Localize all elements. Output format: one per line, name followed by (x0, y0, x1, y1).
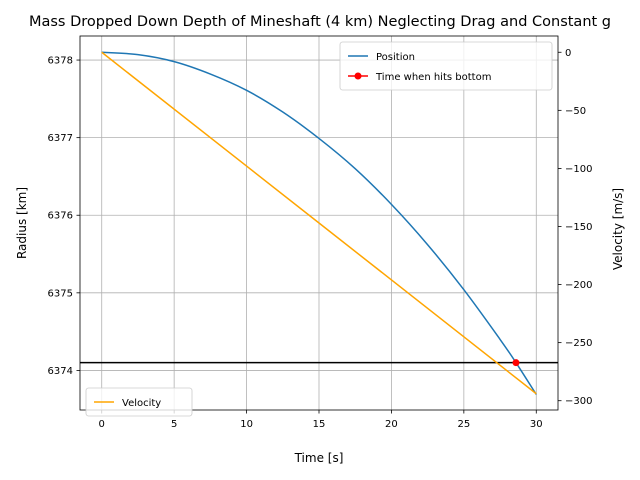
x-tick-label: 10 (240, 419, 253, 430)
position-line (101, 51, 537, 395)
legend-label: Time when hits bottom (375, 72, 491, 83)
legend-velocity: Velocity (85, 387, 193, 417)
legend-position: Position Time when hits bottom (339, 41, 553, 91)
y2-tick-label: −300 (565, 396, 592, 407)
time-when-hits-bottom-point (512, 359, 520, 367)
legend-label: Position (376, 52, 415, 63)
series-layer (101, 51, 537, 395)
legend-box (85, 387, 193, 417)
y-axis-label: Radius [km] (15, 187, 29, 259)
y-tick-label: 6374 (48, 366, 73, 377)
y2-axis-label: Velocity [m/s] (611, 188, 625, 270)
x-tick-label: 20 (385, 419, 398, 430)
x-tick-label: 15 (313, 419, 326, 430)
y-tick-label: 6375 (48, 288, 73, 299)
legend-label: Velocity (122, 398, 161, 409)
y2-tick-label: −200 (565, 280, 592, 291)
x-tick-label: 5 (171, 419, 177, 430)
y-tick-label: 6377 (48, 133, 73, 144)
y-tick-label: 6376 (48, 211, 73, 222)
legend-box (339, 41, 553, 91)
marker-layer (512, 359, 520, 367)
x-tick-label: 25 (457, 419, 470, 430)
x-axis-label: Time [s] (294, 451, 344, 465)
y2-tick-label: −50 (565, 106, 586, 117)
legend-marker (354, 72, 362, 80)
y2-tick-label: 0 (565, 48, 571, 59)
chart-title: Mass Dropped Down Depth of Mineshaft (4 … (29, 14, 611, 30)
y2-axis-ticks: −300 −250 −200 −150 −100 −50 0 (558, 48, 592, 407)
y2-tick-label: −250 (565, 338, 592, 349)
x-tick-label: 0 (99, 419, 105, 430)
y-axis-ticks: 6374 6375 6376 6377 6378 (48, 56, 80, 377)
velocity-line (101, 51, 537, 395)
y-tick-label: 6378 (48, 56, 73, 67)
y2-tick-label: −150 (565, 222, 592, 233)
x-tick-label: 30 (530, 419, 543, 430)
y2-tick-label: −100 (565, 164, 592, 175)
